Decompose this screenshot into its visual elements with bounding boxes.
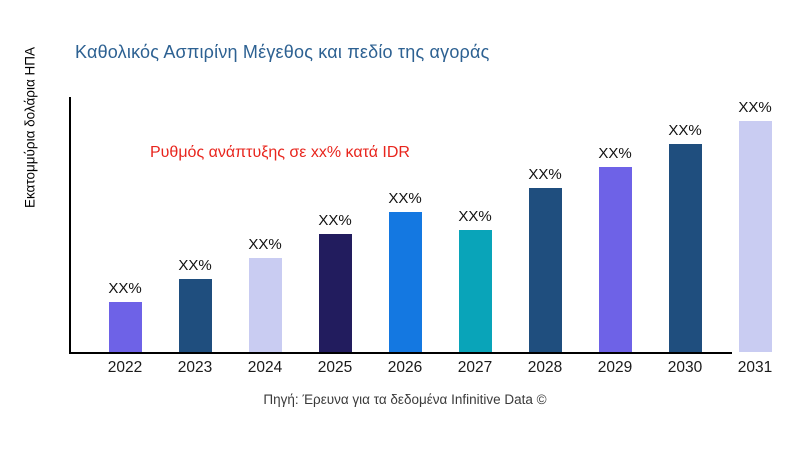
bar-2029 (598, 167, 632, 352)
source-note: Πηγή: Έρευνα για τα δεδομένα Infinitive … (263, 392, 547, 407)
x-tick-label-2025: 2025 (317, 359, 353, 376)
x-tick-label-2023: 2023 (177, 359, 213, 376)
bar-value-label-2024: XX% (248, 236, 282, 253)
bar-value-label-2026: XX% (388, 190, 422, 207)
x-tick-label-2026: 2026 (387, 359, 423, 376)
bar-value-label-2027: XX% (458, 208, 492, 225)
y-axis-line (69, 97, 71, 354)
bar-value-label-2023: XX% (178, 257, 212, 274)
x-tick-label-2022: 2022 (107, 359, 143, 376)
bar-value-label-2022: XX% (108, 280, 142, 297)
bar-2026 (388, 212, 422, 352)
bar-2023 (178, 279, 212, 352)
bar-2031 (738, 121, 772, 352)
y-axis-label: Εκατομμύρια δολάρια ΗΠΑ (22, 46, 38, 209)
chart-title: Καθολικός Ασπιρίνη Μέγεθος και πεδίο της… (75, 42, 490, 62)
growth-rate-annotation: Ρυθμός ανάπτυξης σε xx% κατά IDR (150, 144, 410, 161)
bar-value-label-2030: XX% (668, 122, 702, 139)
bar-2024 (248, 258, 282, 352)
x-tick-label-2031: 2031 (737, 359, 773, 376)
bar-value-label-2031: XX% (738, 99, 772, 116)
bar-2022 (108, 302, 142, 352)
bar-value-label-2029: XX% (598, 145, 632, 162)
plot-area: XX% 2022 XX% 2023 XX% 2024 XX% 2025 XX% 2026 XX% 20… (70, 97, 789, 376)
bar-2027 (458, 230, 492, 352)
x-tick-label-2029: 2029 (597, 359, 633, 376)
x-tick-label-2030: 2030 (667, 359, 703, 376)
bar-2025 (318, 234, 352, 352)
bar-value-label-2028: XX% (528, 166, 562, 183)
bar-2030 (668, 144, 702, 352)
bar-2028 (528, 188, 562, 352)
x-axis-line (69, 352, 732, 354)
x-tick-label-2024: 2024 (247, 359, 283, 376)
x-tick-label-2028: 2028 (527, 359, 563, 376)
bar-value-label-2025: XX% (318, 212, 352, 229)
x-tick-label-2027: 2027 (457, 359, 493, 376)
